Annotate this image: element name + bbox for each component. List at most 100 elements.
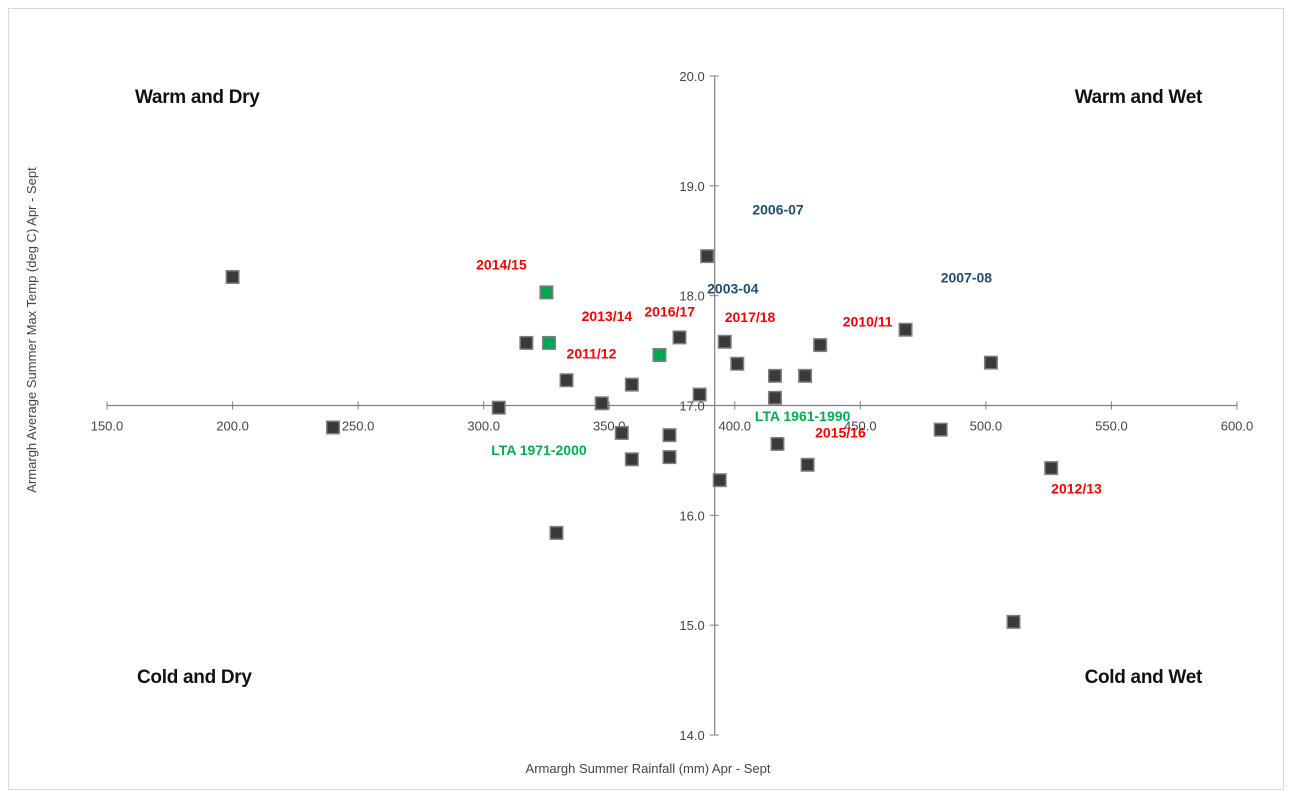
data-point <box>767 390 782 405</box>
point-annotations: 2014/15 2013/14 2016/17 2017/18 2010/11 2011/… <box>476 201 1102 496</box>
data-point <box>614 425 629 440</box>
data-point-marker <box>985 357 997 369</box>
data-point-marker <box>227 271 239 283</box>
data-point <box>717 334 732 349</box>
data-point <box>1044 461 1059 476</box>
data-point <box>813 338 828 353</box>
point-annotation: LTA 1971-2000 <box>491 442 587 458</box>
data-point <box>700 249 715 264</box>
data-point <box>541 335 556 350</box>
data-point <box>933 422 948 437</box>
x-tick-label: 500.0 <box>970 419 1003 434</box>
point-annotation: 2017/18 <box>725 309 776 325</box>
data-point <box>798 368 813 383</box>
data-point <box>549 525 564 540</box>
data-point <box>712 473 727 488</box>
data-point-marker <box>802 459 814 471</box>
data-point-marker <box>596 397 608 409</box>
quadrant-label-cold-dry: Cold and Dry <box>137 667 252 688</box>
data-point-marker <box>520 337 532 349</box>
x-tick-label: 150.0 <box>91 419 124 434</box>
quadrant-label-warm-wet: Warm and Wet <box>1075 87 1203 108</box>
x-tick-label: 200.0 <box>216 419 249 434</box>
data-point-marker <box>663 451 675 463</box>
quadrant-labels: Warm and Dry Warm and Wet Cold and Dry C… <box>135 87 1203 688</box>
data-point-marker <box>694 389 706 401</box>
point-annotation: 2007-08 <box>941 269 993 285</box>
point-annotation: LTA 1961-1990 <box>755 408 851 424</box>
x-tick-label: 450.0 <box>844 419 877 434</box>
x-tick-label: 250.0 <box>342 419 375 434</box>
data-point-marker <box>674 331 686 343</box>
data-point <box>898 322 913 337</box>
y-tick-label: 17.0 <box>679 399 704 414</box>
y-tick-label: 15.0 <box>679 618 704 633</box>
x-tick-label: 550.0 <box>1095 419 1128 434</box>
data-point-marker <box>771 438 783 450</box>
y-tick-label: 20.0 <box>679 69 704 84</box>
axes <box>106 75 1238 736</box>
data-point-marker <box>701 250 713 262</box>
data-point <box>662 428 677 443</box>
x-axis-title: Armargh Summer Rainfall (mm) Apr - Sept <box>526 761 771 776</box>
point-annotation: 2011/12 <box>567 345 617 361</box>
point-annotation: 2010/11 <box>843 313 893 329</box>
data-point-marker <box>616 427 628 439</box>
data-point <box>326 420 340 435</box>
y-tick-label: 16.0 <box>679 508 704 523</box>
data-point <box>594 396 609 411</box>
y-axis-title: Armargh Average Summer Max Temp (deg C) … <box>24 167 39 493</box>
data-point <box>1006 614 1021 629</box>
data-point <box>730 356 745 371</box>
point-annotation: 2012/13 <box>1051 480 1102 496</box>
data-point-marker <box>1008 616 1020 628</box>
point-annotation: 2003-04 <box>707 280 759 296</box>
y-tick-label: 19.0 <box>679 179 704 194</box>
point-annotation: 2016/17 <box>644 304 695 320</box>
data-point <box>662 450 677 465</box>
data-point <box>692 387 707 402</box>
data-point-marker <box>550 527 562 539</box>
point-annotation: 2014/15 <box>476 256 527 272</box>
data-point-marker <box>769 392 781 404</box>
data-point-marker <box>543 337 555 349</box>
tick-labels: 150.0 200.0 250.0 300.0 350.0 400.0 450.0 500.0… <box>91 69 1254 743</box>
data-point-marker <box>900 324 912 336</box>
data-point <box>672 330 687 345</box>
data-point <box>800 457 815 472</box>
data-point <box>559 373 574 388</box>
data-point-marker <box>663 429 675 441</box>
data-point <box>519 335 534 350</box>
quadrant-label-cold-wet: Cold and Wet <box>1085 667 1203 688</box>
data-point <box>225 269 240 284</box>
data-point-marker <box>493 402 505 414</box>
data-point <box>624 452 639 467</box>
data-point-marker <box>719 336 731 348</box>
data-point-marker <box>1045 462 1057 474</box>
data-point-marker <box>799 370 811 382</box>
point-annotation: 2013/14 <box>582 308 633 324</box>
x-tick-label: 300.0 <box>467 419 500 434</box>
quadrant-label-warm-dry: Warm and Dry <box>135 87 260 108</box>
data-point-marker <box>561 374 573 386</box>
data-point <box>491 400 506 415</box>
data-point <box>767 368 782 383</box>
chart-frame <box>8 8 1284 790</box>
data-point <box>983 355 998 370</box>
data-points <box>225 249 1059 629</box>
data-point <box>624 377 639 392</box>
y-tick-label: 14.0 <box>679 728 704 743</box>
data-point <box>539 285 554 300</box>
data-point-marker <box>714 474 726 486</box>
data-point-marker <box>626 453 638 465</box>
y-tick-label: 18.0 <box>679 289 704 304</box>
data-point-marker <box>626 379 638 391</box>
data-point <box>652 347 667 362</box>
data-point-marker <box>814 339 826 351</box>
data-point-marker <box>540 286 552 298</box>
data-point-marker <box>653 349 665 361</box>
data-point-marker <box>769 370 781 382</box>
point-annotation: 2015/16 <box>815 424 866 440</box>
data-point-marker <box>731 358 743 370</box>
